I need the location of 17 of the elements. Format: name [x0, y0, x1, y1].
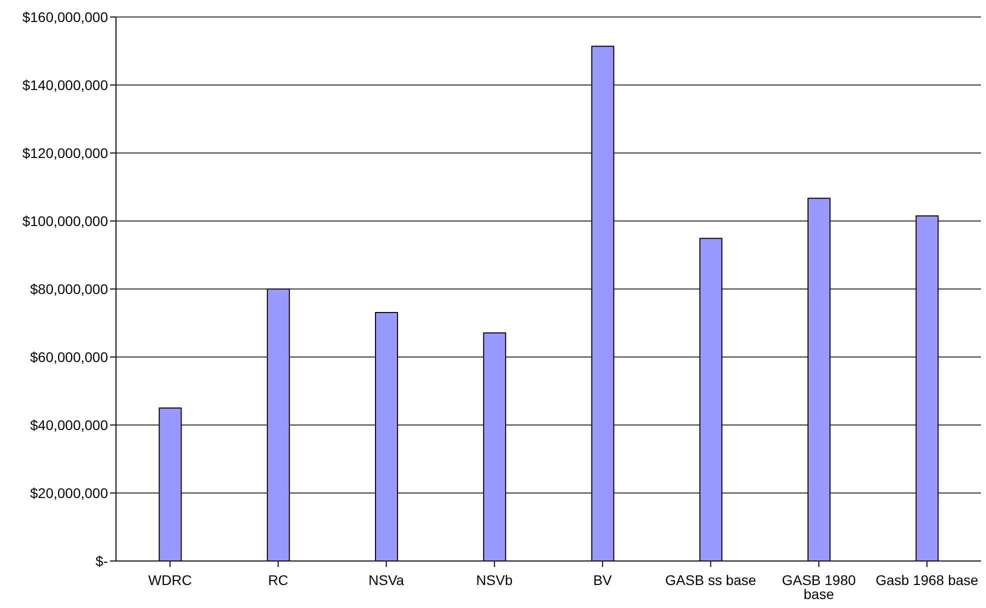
- x-tick-label: NSVb: [476, 572, 513, 588]
- x-tick-label: WDRC: [148, 572, 192, 588]
- y-tick-label: $160,000,000: [22, 8, 108, 25]
- y-tick-label: $-: [96, 552, 108, 569]
- y-tick-label: $80,000,000: [30, 280, 108, 297]
- y-tick-label: $60,000,000: [30, 348, 108, 365]
- y-tick-label: $40,000,000: [30, 416, 108, 433]
- y-tick-label: $100,000,000: [22, 212, 108, 229]
- x-tick-label: GASB 1980 base: [782, 572, 856, 602]
- y-tick-label: $140,000,000: [22, 76, 108, 93]
- x-tick-label: NSVa: [368, 572, 404, 588]
- y-tick-label: $120,000,000: [22, 144, 108, 161]
- x-tick-label: RC: [268, 572, 288, 588]
- x-tick-label: GASB ss base: [665, 572, 756, 588]
- y-tick-label: $20,000,000: [30, 484, 108, 501]
- x-tick-label: Gasb 1968 base: [876, 572, 979, 588]
- x-tick-label: BV: [593, 572, 613, 588]
